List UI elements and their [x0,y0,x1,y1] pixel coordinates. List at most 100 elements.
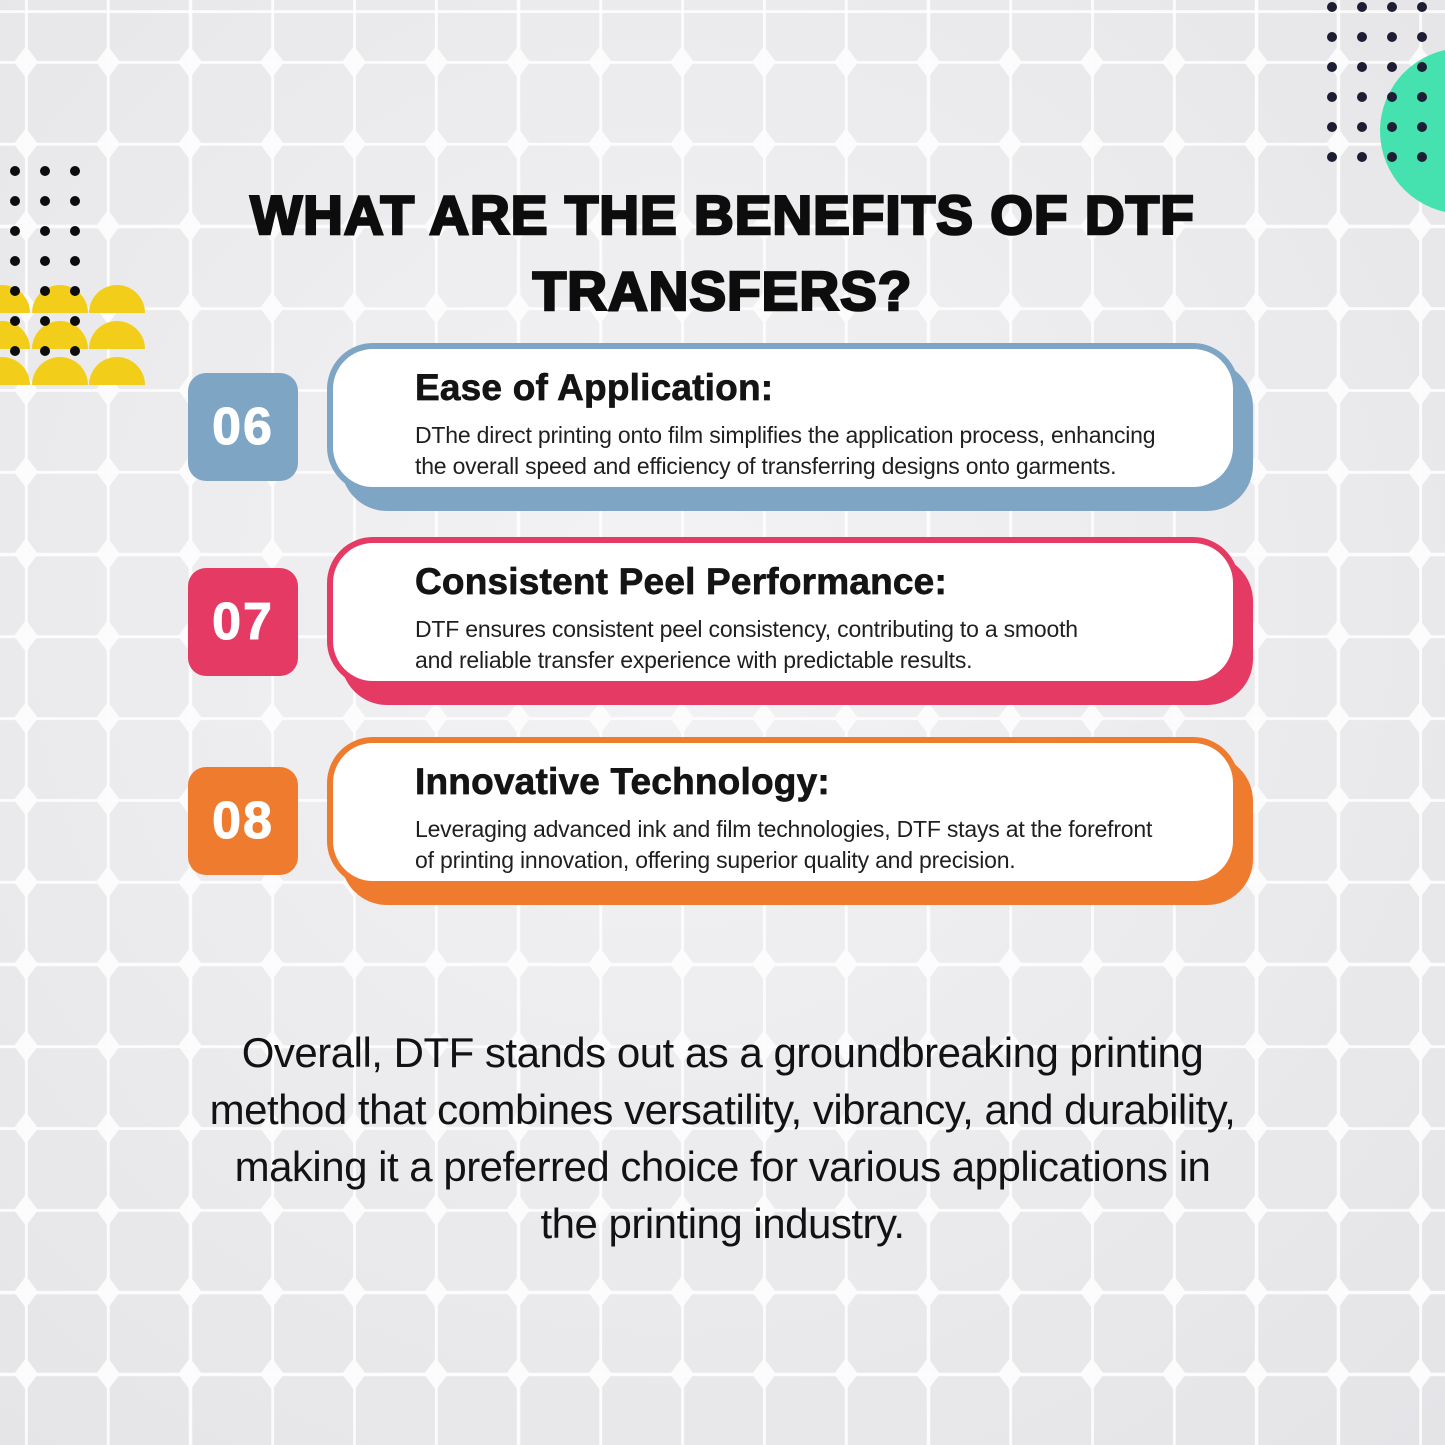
grid-diamond-node [1326,456,1350,488]
grid-diamond-node [1080,1276,1104,1308]
grid-diamond-node [96,46,120,78]
grid-diamond-node [834,1276,858,1308]
grid-diamond-node [916,1276,940,1308]
grid-diamond-node [342,1358,366,1390]
grid-diamond-node [1408,538,1432,570]
benefit-description-line: DThe direct printing onto film simplifie… [415,422,1156,448]
grid-diamond-node [260,46,284,78]
conclusion-line: making it a preferred choice for various… [234,1143,1211,1190]
navy-dot [1327,62,1337,72]
benefit-title: Consistent Peel Performance: [415,561,947,603]
grid-diamond-node [1408,374,1432,406]
grid-diamond-node [834,948,858,980]
grid-diamond-node [670,1358,694,1390]
grid-diamond-node [178,702,202,734]
grid-diamond-node [424,128,448,160]
grid-diamond-node [260,1276,284,1308]
grid-diamond-node [1080,128,1104,160]
navy-dot [1417,122,1427,132]
grid-diamond-node [1326,948,1350,980]
grid-diamond-node [14,46,38,78]
grid-diamond-node [1408,784,1432,816]
grid-diamond-node [14,620,38,652]
benefit-number: 08 [212,792,274,851]
conclusion-line: method that combines versatility, vibran… [209,1086,1236,1133]
grid-diamond-node [1326,702,1350,734]
grid-diamond-node [178,128,202,160]
navy-dot [1357,2,1367,12]
benefit-description-line: the overall speed and efficiency of tran… [415,453,1117,479]
grid-diamond-node [14,784,38,816]
grid-diamond-node [506,948,530,980]
grid-diamond-node [1408,456,1432,488]
navy-dot [1357,122,1367,132]
grid-diamond-node [424,1358,448,1390]
grid-diamond-node [342,948,366,980]
grid-diamond-node [96,1112,120,1144]
grid-diamond-node [342,702,366,734]
grid-diamond-node [998,702,1022,734]
navy-dot [1357,152,1367,162]
page-title-line-1: WHAT ARE THE BENEFITS OF DTF [249,183,1195,248]
benefit-description-line: Leveraging advanced ink and film technol… [415,816,1153,842]
grid-diamond-node [1162,702,1186,734]
grid-diamond-node [342,1276,366,1308]
grid-diamond-node [1408,620,1432,652]
grid-diamond-node [1408,1358,1432,1390]
grid-diamond-node [424,948,448,980]
navy-dot [1327,92,1337,102]
grid-diamond-node [998,1358,1022,1390]
benefit-description-line: DTF ensures consistent peel consistency,… [415,616,1078,642]
grid-diamond-node [1326,1112,1350,1144]
black-dot [10,316,20,326]
navy-dot [1387,92,1397,102]
benefit-description-line: and reliable transfer experience with pr… [415,647,973,673]
navy-dot [1327,2,1337,12]
black-dot [70,166,80,176]
black-dot [70,316,80,326]
grid-diamond-node [1244,128,1268,160]
grid-diamond-node [424,46,448,78]
grid-diamond-node [670,702,694,734]
grid-diamond-node [1408,866,1432,898]
grid-diamond-node [506,702,530,734]
benefit-card: Ease of Application: DThe direct printin… [327,343,1253,511]
grid-diamond-node [1080,46,1104,78]
grid-diamond-node [752,1358,776,1390]
grid-diamond-node [1244,702,1268,734]
grid-diamond-node [96,456,120,488]
grid-diamond-node [752,702,776,734]
card-content: Innovative Technology: Leveraging advanc… [327,737,1239,887]
grid-diamond-node [752,948,776,980]
grid-diamond-node [998,46,1022,78]
grid-diamond-node [96,866,120,898]
grid-diamond-node [424,1276,448,1308]
grid-diamond-node [260,948,284,980]
grid-diamond-node [588,128,612,160]
grid-diamond-node [260,538,284,570]
grid-diamond-node [1162,1358,1186,1390]
grid-diamond-node [178,46,202,78]
grid-diamond-node [834,128,858,160]
grid-diamond-node [1326,1358,1350,1390]
black-dot [40,196,50,206]
grid-diamond-node [96,1194,120,1226]
grid-diamond-node [96,620,120,652]
grid-diamond-node [96,538,120,570]
navy-dot [1417,62,1427,72]
black-dot [10,196,20,206]
page-title-line-2: TRANSFERS? [531,259,913,324]
black-dot [70,286,80,296]
grid-diamond-node [916,948,940,980]
grid-diamond-node [1162,128,1186,160]
grid-diamond-node [1326,784,1350,816]
grid-diamond-node [1326,1030,1350,1062]
benefit-number-badge: 06 [188,373,298,481]
grid-diamond-node [752,46,776,78]
card-content: Consistent Peel Performance: DTF ensures… [327,537,1239,687]
navy-dot [1387,62,1397,72]
grid-diamond-node [14,1112,38,1144]
grid-diamond-node [752,128,776,160]
benefit-description: DTF ensures consistent peel consistency,… [415,614,1205,676]
grid-diamond-node [670,46,694,78]
